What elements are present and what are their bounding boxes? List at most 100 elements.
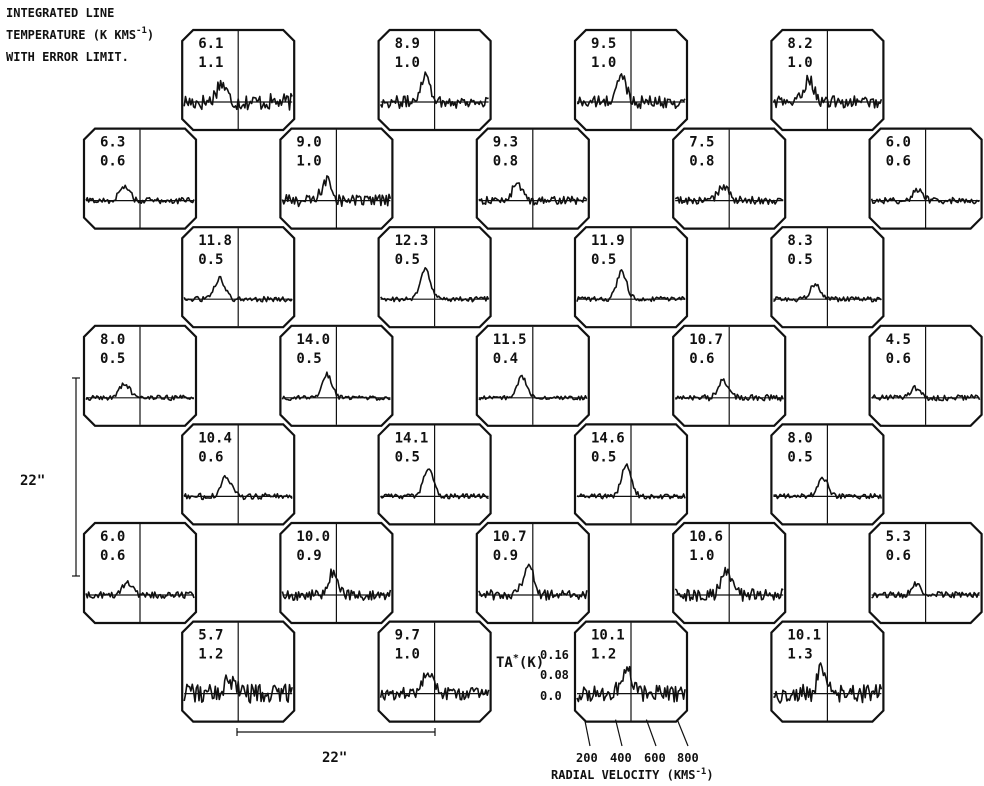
spectrum-cell: 14.0 0.5: [279, 324, 394, 427]
error-limit-label: 0.6: [198, 449, 223, 465]
spectrum-cell: 11.5 0.4: [475, 324, 590, 427]
integrated-temperature-label: 8.0: [787, 430, 812, 446]
key-x-axis-label: RADIAL VELOCITY (KMS-1): [551, 767, 714, 782]
horizontal-scale-bar: [236, 728, 436, 736]
key-x-tick-mark: [645, 719, 657, 747]
spectrum-cell: 11.8 0.5: [181, 226, 296, 329]
integrated-temperature-label: 12.3: [395, 233, 429, 249]
error-limit-label: 1.0: [296, 154, 321, 170]
error-limit-label: 0.6: [886, 351, 911, 367]
spectrum-cell: 8.91.0: [377, 28, 492, 132]
spectrum-line: [85, 382, 195, 402]
spectrum-cell: 8.00.5: [770, 423, 885, 526]
error-limit-label: 0.8: [493, 154, 518, 170]
key-x-ticks: [584, 719, 689, 747]
integrated-temperature-label: 10.0: [296, 529, 330, 545]
integrated-temperature-label: 6.1: [198, 36, 223, 52]
error-limit-label: 1.2: [591, 647, 616, 663]
integrated-temperature-label: 6.0: [886, 135, 911, 151]
integrated-temperature-label: 10.1: [591, 628, 625, 644]
spectrum-cell: 14.6 0.5: [573, 423, 689, 526]
spectrum-cell: 10.1 1.2: [573, 620, 689, 723]
error-limit-label: 0.5: [198, 252, 223, 268]
spectrum-cell: 11.9 0.5: [573, 226, 689, 329]
spectrum-line: [281, 371, 391, 401]
spectrum-cell: 10.7 0.6: [672, 324, 787, 427]
vertical-scale-label: 22": [20, 473, 45, 489]
key-y-tick-0.08: 0.08: [540, 668, 569, 682]
error-limit-label: 0.5: [787, 252, 812, 268]
integrated-temperature-label: 10.7: [493, 529, 527, 545]
spectrum-line: [674, 566, 784, 602]
integrated-temperature-label: 8.2: [787, 36, 812, 52]
spectrum-line: [772, 74, 883, 109]
key-y-axis-label: TA*(K): [496, 653, 544, 671]
spectrum-line: [85, 184, 195, 205]
header-line-1: INTEGRATED LINE: [6, 6, 114, 20]
spectrum-cell: 9.51.0: [573, 28, 689, 132]
error-limit-label: 0.6: [100, 548, 125, 564]
spectrum-cell: 8.00.5: [82, 324, 198, 427]
integrated-temperature-label: 4.5: [886, 332, 911, 348]
spectrum-line: [576, 463, 686, 500]
spectrum-cell: 6.00.6: [82, 521, 198, 625]
spectrum-line: [379, 71, 489, 109]
spectrum-cell: 5.71.2: [181, 620, 296, 723]
error-limit-label: 1.2: [198, 647, 223, 663]
spectrum-line: [478, 182, 588, 206]
spectrum-cell: 9.01.0: [279, 127, 394, 230]
error-limit-label: 1.0: [689, 548, 714, 564]
integrated-temperature-label: 8.0: [100, 332, 125, 348]
integrated-temperature-label: 8.3: [787, 233, 812, 249]
integrated-temperature-label: 10.4: [198, 430, 232, 446]
spectrum-line: [478, 563, 588, 601]
key-x-tick-mark: [614, 719, 623, 747]
error-limit-label: 0.6: [689, 351, 714, 367]
spectrum-line: [576, 269, 686, 303]
error-limit-label: 1.0: [591, 55, 616, 71]
spectrum-line: [183, 275, 293, 303]
spectrum-cell: 6.30.6: [82, 127, 198, 230]
key-x-tick-200: 200: [576, 751, 598, 765]
error-limit-label: 0.6: [886, 154, 911, 170]
spectrum-cell: 10.0 0.9: [279, 521, 394, 625]
integrated-temperature-label: 9.0: [296, 135, 321, 151]
error-limit-label: 1.1: [198, 55, 223, 71]
spectrum-line: [871, 384, 981, 402]
key-y-tick-0.0: 0.0: [540, 689, 562, 703]
spectrum-line: [773, 662, 883, 704]
horizontal-scale-label: 22": [322, 750, 347, 766]
error-limit-label: 1.0: [395, 647, 420, 663]
header-line-2: TEMPERATURE (K KMS-1): [6, 26, 154, 42]
spectrum-cell: 10.7 0.9: [475, 521, 590, 625]
error-limit-label: 0.5: [591, 252, 616, 268]
integrated-temperature-label: 14.0: [296, 332, 330, 348]
spectrum-line: [380, 267, 490, 303]
spectrum-line: [773, 283, 882, 303]
integrated-temperature-label: 10.6: [689, 529, 723, 545]
error-limit-label: 1.0: [787, 55, 812, 71]
integrated-temperature-label: 5.3: [886, 529, 911, 545]
key-x-tick-400: 400: [610, 751, 632, 765]
error-limit-label: 0.5: [591, 449, 616, 465]
integrated-temperature-label: 9.5: [591, 36, 616, 52]
integrated-temperature-label: 6.3: [100, 135, 125, 151]
error-limit-label: 0.8: [689, 154, 714, 170]
integrated-temperature-label: 8.9: [395, 36, 420, 52]
error-limit-label: 0.9: [296, 548, 321, 564]
spectrum-line: [773, 476, 883, 500]
spectrum-line: [183, 79, 293, 111]
spectrum-line: [85, 580, 195, 599]
vertical-scale-bar: [72, 377, 80, 577]
spectrum-cell: 4.50.6: [868, 324, 983, 427]
integrated-temperature-label: 9.3: [493, 135, 518, 151]
spectrum-cell: 8.30.5: [770, 226, 885, 329]
key-x-tick-800: 800: [677, 751, 699, 765]
spectrum-line: [675, 378, 784, 402]
spectrum-line: [674, 184, 784, 205]
spectrum-line: [281, 175, 392, 208]
spectrum-line: [576, 665, 686, 703]
integrated-temperature-label: 14.1: [395, 430, 429, 446]
spectrum-line: [183, 474, 293, 501]
